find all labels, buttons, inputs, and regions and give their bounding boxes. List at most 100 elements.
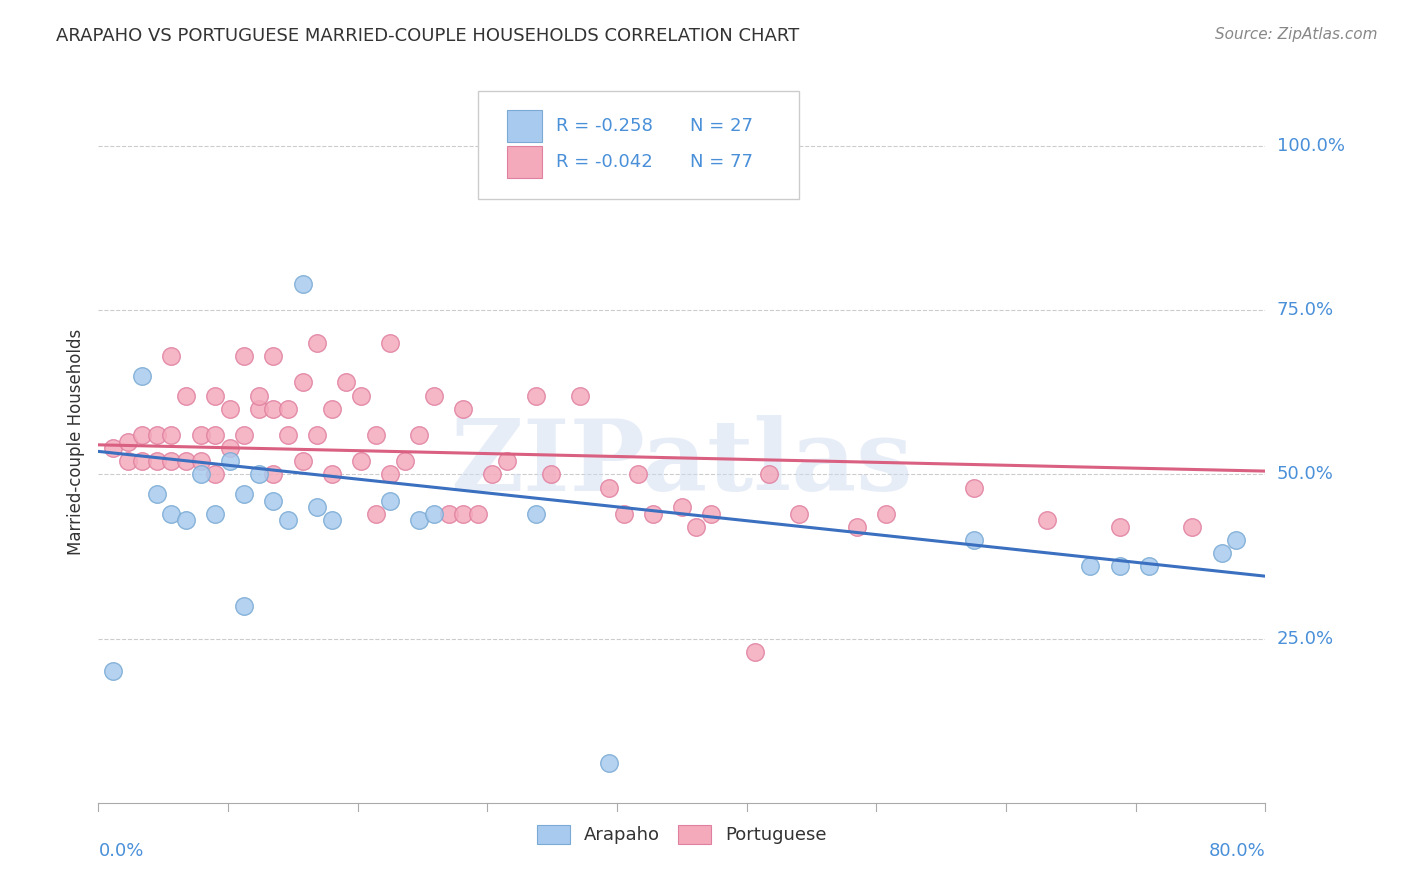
- Point: [131, 454, 153, 468]
- Point: [758, 467, 780, 482]
- Point: [218, 454, 240, 468]
- Point: [598, 481, 620, 495]
- Point: [1080, 559, 1102, 574]
- Point: [247, 401, 270, 416]
- Text: R = -0.042: R = -0.042: [555, 153, 652, 171]
- Point: [1211, 546, 1233, 560]
- Point: [671, 500, 693, 515]
- Point: [627, 467, 650, 482]
- Point: [962, 533, 984, 547]
- Point: [423, 388, 446, 402]
- Point: [190, 428, 212, 442]
- Point: [291, 454, 314, 468]
- Point: [117, 454, 139, 468]
- Point: [204, 428, 226, 442]
- Point: [233, 487, 256, 501]
- Point: [131, 368, 153, 383]
- Point: [101, 441, 124, 455]
- Point: [875, 507, 897, 521]
- Y-axis label: Married-couple Households: Married-couple Households: [66, 328, 84, 555]
- Point: [1108, 559, 1130, 574]
- Point: [218, 401, 240, 416]
- FancyBboxPatch shape: [508, 145, 541, 178]
- Point: [174, 513, 197, 527]
- Point: [408, 513, 430, 527]
- Point: [190, 467, 212, 482]
- Point: [1327, 513, 1350, 527]
- Point: [598, 756, 620, 771]
- Point: [277, 428, 299, 442]
- Point: [1181, 520, 1204, 534]
- Point: [160, 349, 183, 363]
- Point: [321, 467, 343, 482]
- Point: [540, 467, 562, 482]
- Point: [451, 507, 474, 521]
- Point: [218, 441, 240, 455]
- Point: [160, 507, 183, 521]
- Text: ARAPAHO VS PORTUGUESE MARRIED-COUPLE HOUSEHOLDS CORRELATION CHART: ARAPAHO VS PORTUGUESE MARRIED-COUPLE HOU…: [56, 27, 800, 45]
- Point: [380, 336, 402, 351]
- Point: [744, 645, 766, 659]
- Text: 80.0%: 80.0%: [1209, 842, 1265, 860]
- Point: [481, 467, 503, 482]
- Point: [277, 513, 299, 527]
- Point: [787, 507, 810, 521]
- Point: [321, 401, 343, 416]
- Point: [321, 513, 343, 527]
- Point: [262, 467, 284, 482]
- Point: [262, 349, 284, 363]
- Text: 50.0%: 50.0%: [1277, 466, 1333, 483]
- Point: [1400, 520, 1406, 534]
- Text: N = 27: N = 27: [690, 117, 754, 135]
- Text: 75.0%: 75.0%: [1277, 301, 1334, 319]
- Point: [423, 507, 446, 521]
- Point: [174, 454, 197, 468]
- Point: [685, 520, 707, 534]
- Point: [291, 277, 314, 291]
- Point: [146, 454, 169, 468]
- Point: [641, 507, 664, 521]
- Point: [364, 428, 387, 442]
- Point: [1357, 507, 1379, 521]
- Point: [467, 507, 489, 521]
- Point: [307, 336, 329, 351]
- Text: N = 77: N = 77: [690, 153, 754, 171]
- Point: [524, 388, 547, 402]
- Point: [408, 428, 430, 442]
- Point: [262, 493, 284, 508]
- FancyBboxPatch shape: [478, 91, 799, 200]
- Point: [962, 481, 984, 495]
- Point: [496, 454, 519, 468]
- Point: [1035, 513, 1057, 527]
- Point: [524, 507, 547, 521]
- Point: [146, 428, 169, 442]
- Point: [700, 507, 723, 521]
- Point: [204, 388, 226, 402]
- Text: 100.0%: 100.0%: [1277, 137, 1344, 155]
- Point: [1108, 520, 1130, 534]
- Text: ZIPatlas: ZIPatlas: [451, 415, 912, 512]
- FancyBboxPatch shape: [508, 110, 541, 142]
- Point: [131, 428, 153, 442]
- Point: [451, 401, 474, 416]
- Point: [1225, 533, 1247, 547]
- Point: [291, 376, 314, 390]
- Point: [204, 467, 226, 482]
- Point: [335, 376, 357, 390]
- Point: [190, 454, 212, 468]
- Point: [174, 388, 197, 402]
- Point: [364, 507, 387, 521]
- Point: [307, 428, 329, 442]
- Text: R = -0.258: R = -0.258: [555, 117, 652, 135]
- Point: [160, 454, 183, 468]
- Point: [262, 401, 284, 416]
- Point: [1137, 559, 1160, 574]
- Legend: Arapaho, Portuguese: Arapaho, Portuguese: [530, 818, 834, 852]
- Point: [233, 349, 256, 363]
- Text: 25.0%: 25.0%: [1277, 630, 1334, 648]
- Point: [146, 487, 169, 501]
- Point: [350, 454, 373, 468]
- Point: [247, 467, 270, 482]
- Text: 0.0%: 0.0%: [98, 842, 143, 860]
- Point: [277, 401, 299, 416]
